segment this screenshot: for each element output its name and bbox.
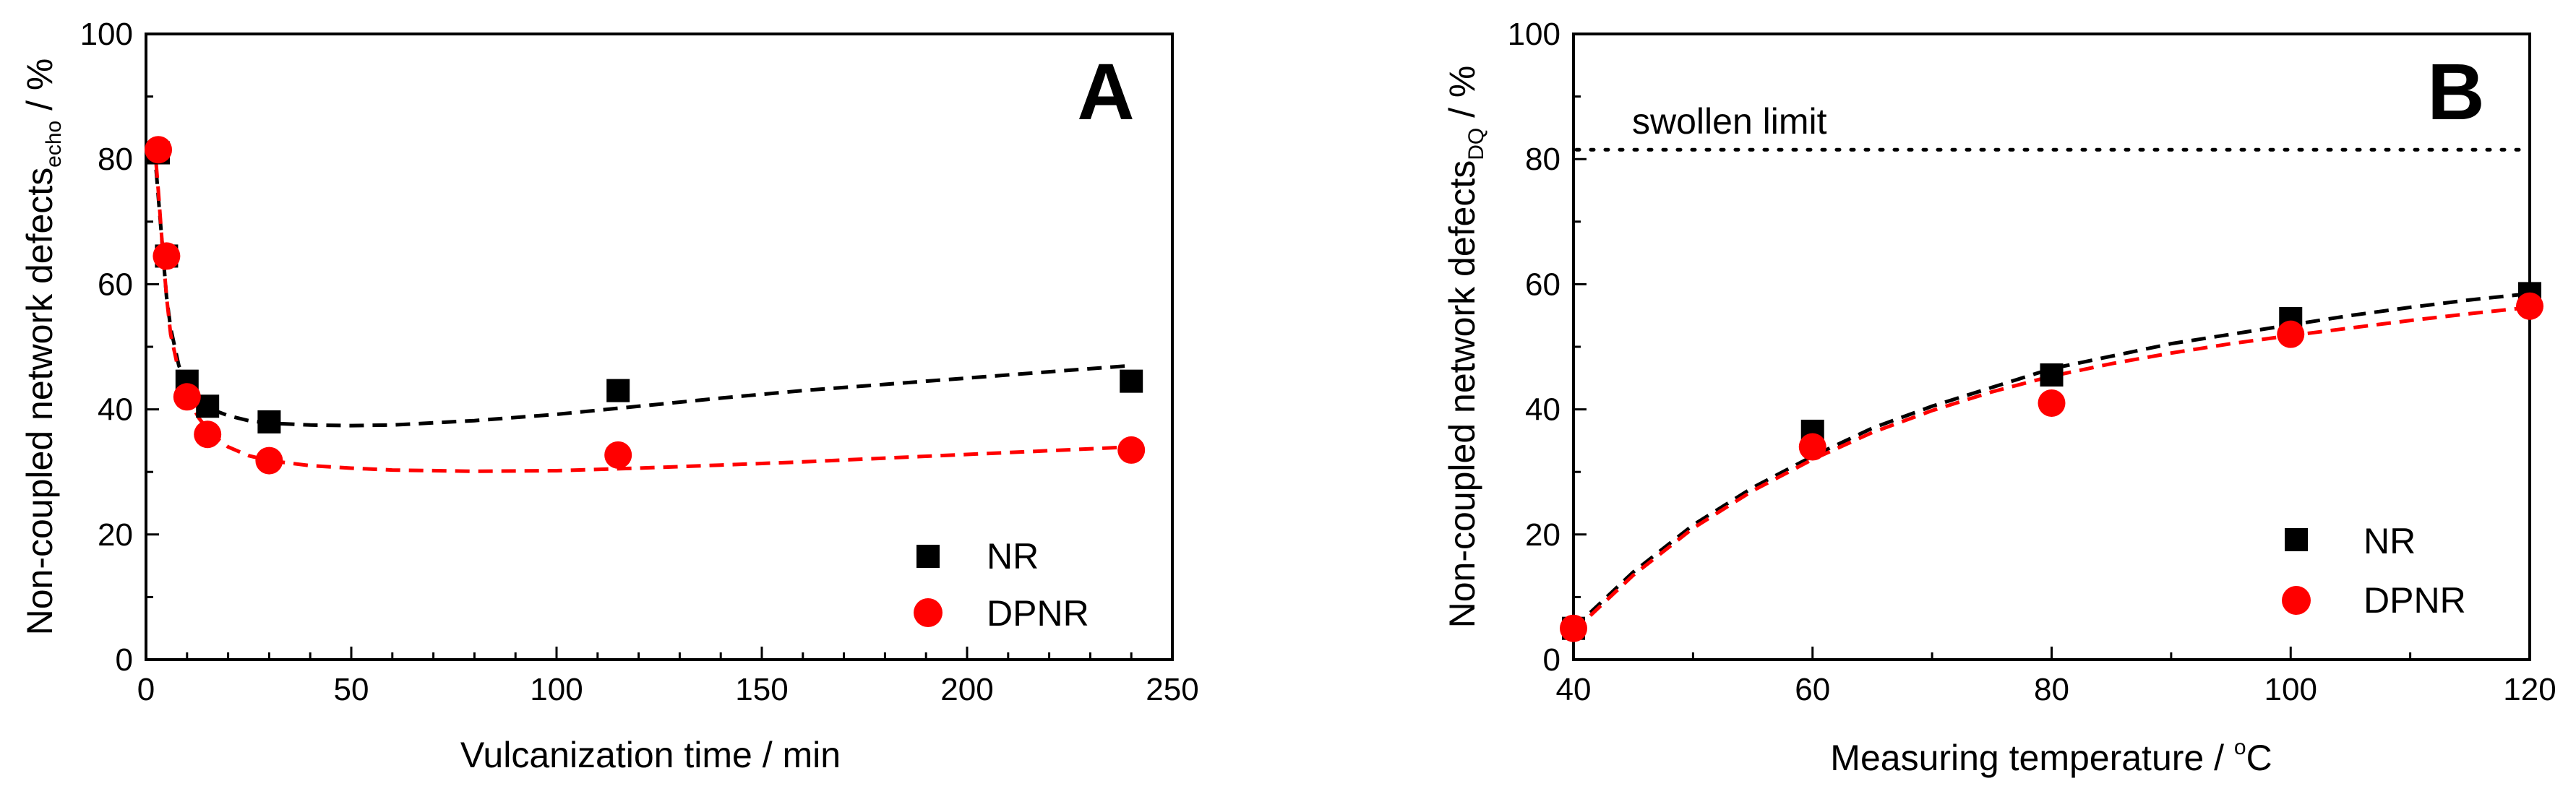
panel-b-x-tick-label: 40 xyxy=(1556,672,1592,707)
panel-b-y-axis-title-main: Non-coupled network defects xyxy=(1442,160,1482,629)
panel-a-fit-lines xyxy=(152,139,1132,473)
panel-a-point-dpnr xyxy=(194,420,222,449)
panel-a-point-nr xyxy=(606,379,630,402)
panel-a-point-dpnr xyxy=(153,242,181,270)
panel-a-legend: NR DPNR xyxy=(914,536,1089,634)
panel-b-y-axis-title: Non-coupled network defectsDQ / % xyxy=(1442,66,1488,629)
panel-b-letter: B xyxy=(2427,48,2484,137)
panel-a-x-tick-label: 250 xyxy=(1146,672,1198,707)
panel-a-legend-nr-marker xyxy=(916,545,940,568)
panel-b-x-axis-title-main: Measuring temperature / xyxy=(1830,738,2234,778)
panel-a-legend-dpnr-label: DPNR xyxy=(987,593,1089,634)
panel-b-x-axis-title-sup: o xyxy=(2234,735,2246,759)
panel-b-x-tick-label: 60 xyxy=(1795,672,1830,707)
panel-a: 0 50 100 150 200 250 0 20 40 60 80 100 A Vulcanizat… xyxy=(20,17,1199,775)
panel-b-x-tick-label: 100 xyxy=(2264,672,2317,707)
panel-b-x-axis-title: Measuring temperature / oC xyxy=(1830,735,2272,778)
panel-a-y-tick-label: 40 xyxy=(98,392,133,428)
panel-b-y-tick-label: 40 xyxy=(1525,392,1560,428)
panel-a-y-tick-label: 0 xyxy=(116,642,133,678)
panel-b-y-tick-label: 0 xyxy=(1543,642,1560,678)
panel-a-x-tick-label: 50 xyxy=(334,672,369,707)
panel-a-point-nr xyxy=(257,410,281,433)
panel-b-legend: NR DPNR xyxy=(2282,521,2466,621)
panel-b-point-dpnr xyxy=(2038,389,2066,417)
panel-a-legend-dpnr-marker xyxy=(914,598,943,627)
panel-b-y-axis-title-unit: / % xyxy=(1442,66,1482,128)
panel-a-y-axis-title-main: Non-coupled network defects xyxy=(20,168,60,636)
panel-a-tick-labels: 0 50 100 150 200 250 0 20 40 60 80 100 xyxy=(80,17,1199,707)
panel-a-y-axis-title: Non-coupled network defectsecho / % xyxy=(20,59,66,636)
swollen-limit-label: swollen limit xyxy=(1632,101,1827,142)
panel-a-points xyxy=(145,136,1146,475)
panel-a-ticks xyxy=(145,33,1174,661)
panel-b-legend-dpnr-marker xyxy=(2282,586,2311,615)
panel-a-y-tick-label: 100 xyxy=(80,17,133,52)
panel-a-x-tick-label: 100 xyxy=(530,672,583,707)
panel-b-tick-labels: 40 60 80 100 120 0 20 40 60 80 100 xyxy=(1508,17,2556,707)
panel-b-legend-dpnr-label: DPNR xyxy=(2364,580,2466,621)
panel-a-x-tick-label: 200 xyxy=(940,672,993,707)
panel-a-y-tick-label: 20 xyxy=(98,517,133,553)
panel-b-x-tick-label: 120 xyxy=(2503,672,2556,707)
panel-a-point-nr xyxy=(1120,369,1143,393)
panel-b-y-tick-label: 80 xyxy=(1525,142,1560,177)
panel-a-letter: A xyxy=(1077,48,1134,137)
panel-a-y-tick-label: 80 xyxy=(98,142,133,177)
panel-b-point-dpnr xyxy=(1798,433,1826,461)
panel-b-x-axis-title-end: C xyxy=(2246,738,2272,778)
panel-b-y-tick-label: 100 xyxy=(1508,17,1560,52)
panel-b-point-dpnr xyxy=(1560,614,1587,642)
panel-a-point-dpnr xyxy=(145,136,173,164)
panel-b-point-dpnr xyxy=(2516,292,2543,320)
panel-a-point-dpnr xyxy=(255,446,283,475)
panel-a-y-axis-title-unit: / % xyxy=(20,59,60,121)
panel-a-point-dpnr xyxy=(1117,436,1146,464)
panel-a-x-tick-label: 150 xyxy=(735,672,788,707)
panel-b-y-axis-title-sub: DQ xyxy=(1464,128,1488,160)
panel-b-points xyxy=(1560,282,2543,642)
panel-a-y-tick-label: 60 xyxy=(98,267,133,302)
panel-b-y-tick-label: 60 xyxy=(1525,267,1560,302)
panel-b-fit-nr xyxy=(1572,291,2530,630)
panel-b-ticks xyxy=(1572,33,2531,661)
panel-b: 40 60 80 100 120 0 20 40 60 80 100 swollen limit B… xyxy=(1442,17,2556,778)
panel-a-point-dpnr xyxy=(604,441,632,469)
panel-b-y-tick-label: 20 xyxy=(1525,517,1560,553)
panel-b-legend-nr-label: NR xyxy=(2364,521,2416,561)
panel-b-legend-nr-marker xyxy=(2285,528,2308,551)
panel-a-fit-dpnr xyxy=(152,139,1132,473)
panel-a-point-dpnr xyxy=(173,383,201,411)
panel-b-point-nr xyxy=(2040,363,2064,387)
panel-b-point-dpnr xyxy=(2277,320,2305,348)
panel-a-y-axis-title-sub: echo xyxy=(42,121,66,168)
panel-a-legend-nr-label: NR xyxy=(987,536,1039,577)
panel-a-x-axis-title: Vulcanization time / min xyxy=(460,735,841,775)
panel-b-x-tick-label: 80 xyxy=(2034,672,2069,707)
panel-a-fit-nr xyxy=(152,146,1132,428)
panel-a-x-tick-label: 0 xyxy=(137,672,155,707)
